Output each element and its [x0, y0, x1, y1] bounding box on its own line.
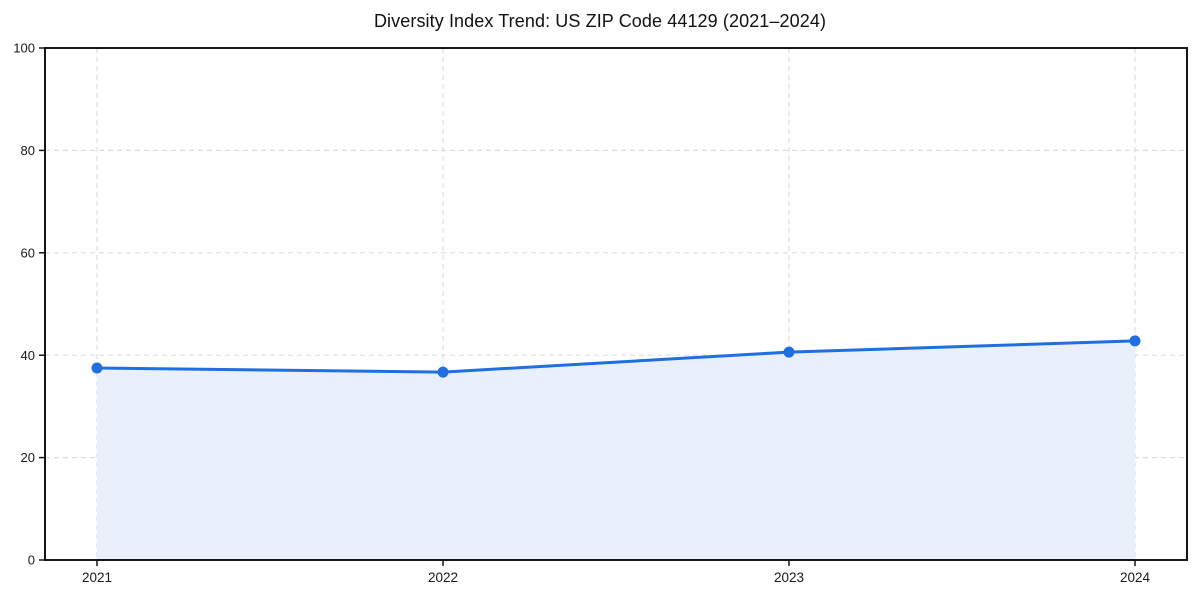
- y-tick-label: 60: [21, 245, 35, 260]
- data-point-2023: [783, 346, 795, 358]
- y-tick-label: 0: [28, 553, 35, 568]
- y-tick-label: 80: [21, 143, 35, 158]
- chart-title: Diversity Index Trend: US ZIP Code 44129…: [373, 11, 827, 31]
- data-point-2022: [437, 366, 449, 378]
- data-point-2021: [91, 362, 103, 374]
- y-tick-label: 100: [13, 41, 35, 56]
- area-fill: [97, 340, 1135, 560]
- x-tick-label: 2024: [1120, 570, 1151, 585]
- x-tick-label: 2021: [82, 570, 112, 585]
- x-tick-label: 2022: [428, 570, 458, 585]
- y-tick-label: 40: [21, 348, 35, 363]
- x-tick-label: 2023: [774, 570, 804, 585]
- data-point-2024: [1129, 335, 1141, 347]
- y-tick-label: 20: [21, 450, 35, 465]
- axes-spines: [44, 47, 1188, 561]
- trend-line: [95, 339, 1137, 374]
